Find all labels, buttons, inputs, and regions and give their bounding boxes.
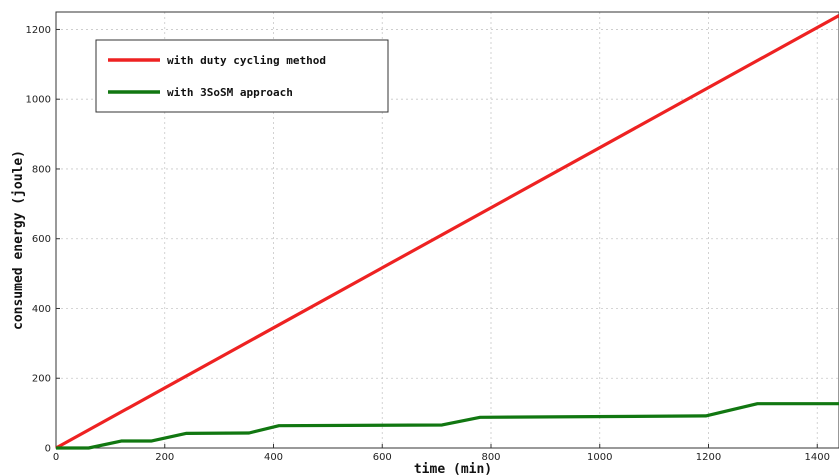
series-line-3sosm	[56, 402, 839, 450]
x-tick-label: 1400	[805, 452, 830, 463]
y-tick-label: 600	[32, 234, 51, 245]
axis-ticks: 0 200 400 600 800 1000 1200 1400 0 200 400 600 800 10…	[26, 25, 830, 463]
y-tick-label: 200	[32, 374, 51, 385]
y-tick-label: 800	[32, 164, 51, 175]
legend: with duty cycling method with 3SoSM appr…	[95, 39, 389, 113]
x-tick-label: 800	[481, 452, 500, 463]
grid-lines	[56, 12, 839, 448]
y-tick-label: 1000	[26, 95, 51, 106]
y-axis-title: consumed energy (joule)	[11, 150, 26, 330]
x-tick-label: 0	[53, 452, 59, 463]
legend-label-duty-cycling: with duty cycling method	[167, 54, 326, 67]
series-line-duty-cycling	[55, 14, 839, 450]
series-lines	[55, 14, 839, 450]
x-tick-label: 1200	[696, 452, 721, 463]
x-axis-title: time (min)	[414, 462, 492, 475]
legend-box	[95, 39, 389, 113]
x-tick-label: 200	[155, 452, 174, 463]
plot-area-frame	[55, 11, 839, 449]
x-tick-label: 400	[264, 452, 283, 463]
y-tick-label: 0	[45, 444, 51, 455]
x-tick-label: 600	[373, 452, 392, 463]
x-tick-label: 1000	[587, 452, 612, 463]
y-tick-label: 1200	[26, 25, 51, 36]
y-tick-label: 400	[32, 304, 51, 315]
legend-label-3sosm: with 3SoSM approach	[167, 86, 293, 99]
